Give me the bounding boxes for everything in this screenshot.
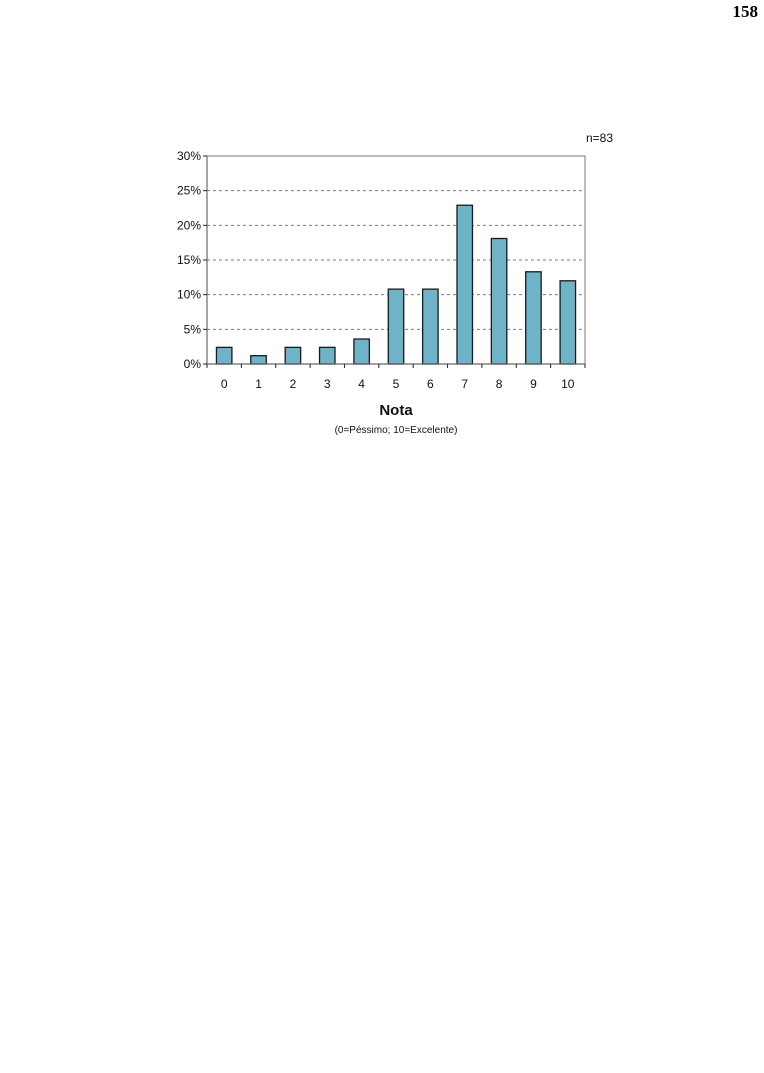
x-tick-label: 6 (427, 377, 434, 391)
x-tick-label: 0 (221, 377, 228, 391)
bar-7 (456, 204, 474, 365)
sample-size-label: n=83 (586, 131, 613, 145)
x-tick-label: 2 (290, 377, 297, 391)
bars (215, 204, 577, 365)
bar-6 (421, 288, 439, 365)
page-number: 158 (732, 2, 759, 21)
bar-8 (490, 237, 508, 365)
y-tick-label: 10% (177, 288, 201, 302)
bar-5 (387, 288, 405, 365)
x-tick-label: 10 (561, 377, 575, 391)
bar-2 (284, 346, 302, 365)
y-tick-label: 15% (177, 253, 201, 267)
y-tick-label: 5% (184, 322, 202, 336)
y-tick-label: 20% (177, 218, 201, 232)
bar-1 (250, 355, 267, 365)
y-tick-label: 30% (177, 149, 201, 163)
y-tick-label: 25% (177, 184, 201, 198)
x-axis-title: Nota (379, 402, 413, 419)
x-tick-label: 7 (461, 377, 468, 391)
x-tick-label: 9 (530, 377, 537, 391)
x-tick-labels: 0 1 2 3 4 5 6 7 8 9 10 (206, 364, 586, 391)
x-tick-label: 8 (496, 377, 503, 391)
x-tick-label: 1 (255, 377, 262, 391)
x-tick-label: 4 (358, 377, 365, 391)
x-axis-subtitle: (0=Péssimo; 10=Excelente) (335, 425, 458, 436)
x-tick-label: 3 (324, 377, 331, 391)
y-tick-label: 0% (184, 357, 202, 371)
y-tick-labels: 0% 5% 10% 15% 20% 25% 30% (177, 149, 207, 371)
bar-0 (215, 346, 233, 365)
bar-9 (525, 271, 542, 365)
bar-10 (559, 280, 577, 365)
bar-3 (318, 346, 336, 365)
x-tick-label: 5 (393, 377, 400, 391)
bar-4 (353, 338, 371, 365)
